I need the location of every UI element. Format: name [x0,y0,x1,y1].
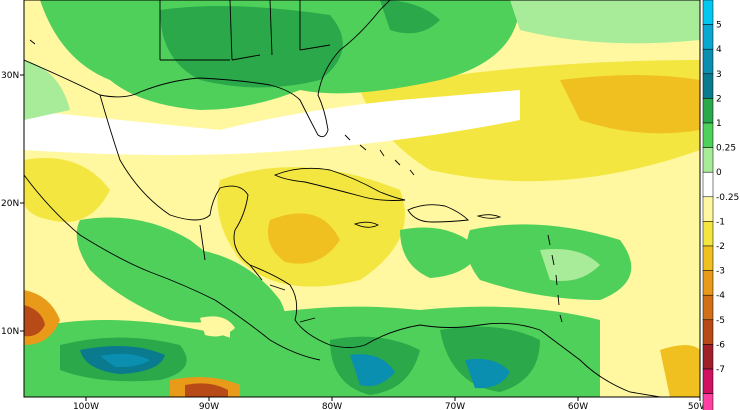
colorbar-label: -4 [716,291,725,301]
latitude-axis: 30N 20N 10N [1,71,24,337]
colorbar-label: 5 [716,21,722,31]
colorbar-label: 2 [716,94,722,104]
colorbar-swatch [702,0,714,25]
lat-label-10n: 10N [1,327,19,337]
colorbar-label: 3 [716,70,722,80]
colorbar-label: -6 [716,340,725,350]
map-frame [23,0,701,398]
colorbar-label: -5 [716,316,725,326]
colorbar-swatch [702,270,714,296]
colorbar-label: -3 [716,267,725,277]
colorbar-label: -1 [716,217,725,227]
colorbar-label: -0.25 [716,193,739,203]
colorbar: 5 4 3 2 1 0.25 0 -0.25 -1 -2 -3 -4 -5 -6 -7 [702,0,739,410]
anomaly-field [24,0,700,397]
colorbar-label: 1 [716,119,722,129]
colorbar-swatch [702,48,714,75]
colorbar-label: -7 [716,365,725,375]
colorbar-label: 0 [716,168,722,178]
colorbar-swatch [702,245,714,271]
colorbar-label: 4 [716,45,722,55]
lat-label-20n: 20N [1,199,19,209]
longitude-axis: 100W 90W 80W 70W 60W 50W [73,397,708,410]
colorbar-swatch [702,393,714,410]
colorbar-swatch [702,344,714,370]
colorbar-swatch [702,98,714,124]
lon-label-50w: 50W [688,402,708,410]
colorbar-label: -2 [716,242,725,252]
lat-label-30n: 30N [1,71,19,81]
colorbar-swatch [702,171,714,198]
colorbar-swatch [702,368,714,394]
colorbar-swatch [702,319,714,345]
lon-label-90w: 90W [199,402,219,410]
lon-label-60w: 60W [568,402,588,410]
lon-label-80w: 80W [322,402,342,410]
colorbar-swatch [702,122,714,148]
colorbar-swatch [702,221,714,247]
colorbar-swatch [702,147,714,173]
colorbar-label: 0.25 [716,144,736,154]
lon-label-100w: 100W [73,402,99,410]
colorbar-swatch [702,24,714,50]
colorbar-swatch [702,196,714,222]
colorbar-swatch [702,294,714,321]
coastlines [24,0,661,397]
lon-label-70w: 70W [445,402,465,410]
colorbar-swatch [702,73,714,99]
